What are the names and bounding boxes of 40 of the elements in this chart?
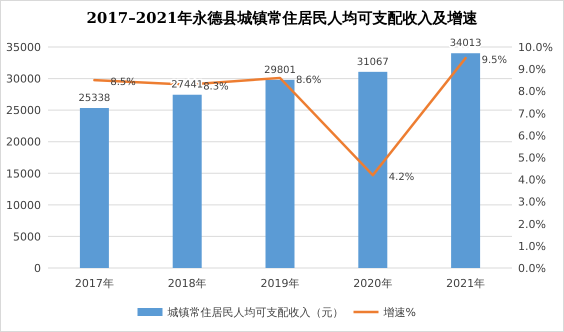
data-label: 25338 <box>78 93 110 104</box>
bar <box>80 108 109 268</box>
y2-tick-label: 9.0% <box>518 63 546 76</box>
y2-tick-label: 8.0% <box>518 85 546 98</box>
data-label: 34013 <box>450 38 482 50</box>
y-tick-label: 10000 <box>6 198 41 212</box>
y2-tick-label: 10.0% <box>518 41 553 54</box>
data-label: 31067 <box>356 56 389 68</box>
x-tick-label: 2019年 <box>260 277 300 290</box>
legend-label: 城镇常住居民人均可支配收入（元） <box>166 306 344 319</box>
data-label: 29801 <box>264 64 296 76</box>
y-tick-label: 15000 <box>6 167 41 180</box>
data-label: 8.3% <box>203 82 229 93</box>
chart-title: 2017–2021年永德县城镇常住居民人均可支配收入及增速 <box>86 9 478 27</box>
bar <box>266 80 294 268</box>
y2-tick-label: 3.0% <box>518 196 546 209</box>
y2-tick-label: 0.0% <box>518 262 546 275</box>
y2-tick-label: 5.0% <box>518 152 546 164</box>
bar <box>358 72 388 268</box>
y-tick-label: 30000 <box>6 72 41 86</box>
data-label: 8.6% <box>296 74 322 86</box>
bar <box>172 94 202 268</box>
y-tick-label: 20000 <box>6 136 41 149</box>
data-label: 4.2% <box>388 172 414 184</box>
y2-tick-label: 4.0% <box>518 174 546 187</box>
y2-tick-label: 1.0% <box>518 240 546 253</box>
bar <box>451 53 480 268</box>
x-tick-label: 2017年 <box>74 277 114 290</box>
y-tick-label: 0 <box>34 262 41 275</box>
y2-tick-label: 6.0% <box>518 129 546 142</box>
y2-tick-label: 2.0% <box>518 218 546 231</box>
y-tick-label: 5000 <box>13 230 41 244</box>
x-tick-label: 2021年 <box>446 277 486 290</box>
x-tick-label: 2018年 <box>168 277 207 290</box>
y-tick-label: 25000 <box>6 104 41 118</box>
y2-tick-label: 7.0% <box>518 107 546 120</box>
x-tick-label: 2020年 <box>353 277 392 290</box>
legend-label: 增速% <box>382 306 416 319</box>
data-label: 9.5% <box>482 55 508 66</box>
y-tick-label: 35000 <box>6 41 41 54</box>
